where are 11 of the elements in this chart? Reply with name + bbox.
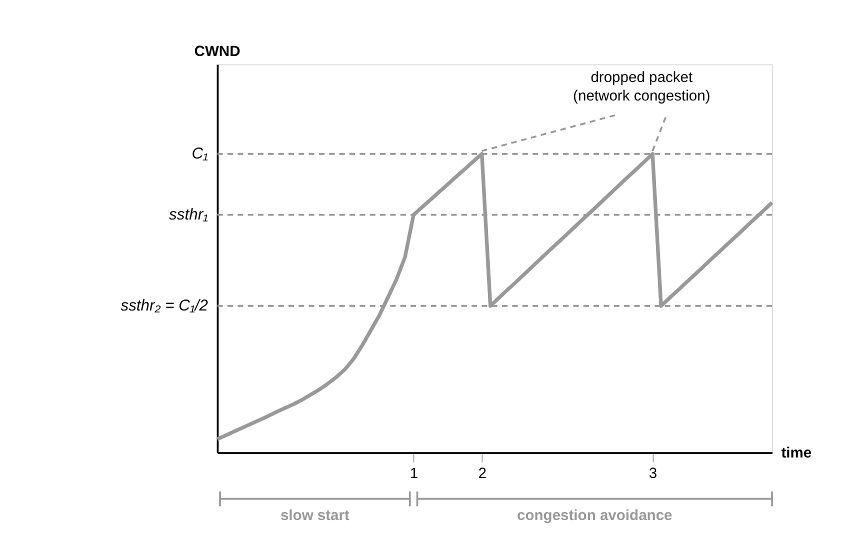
x-tick-label: 1 <box>410 466 418 482</box>
ref-line-label: ssthr₂ = C₁/2 <box>120 298 208 315</box>
ref-line-label: ssthr₁ <box>169 206 208 224</box>
x-tick-label: 2 <box>478 466 486 482</box>
ref-line-label: C₁ <box>192 146 208 163</box>
x-axis-title: time <box>781 445 812 462</box>
text: congestion avoidance <box>517 508 672 524</box>
x-tick-label: 3 <box>648 466 658 482</box>
text: CWND <box>194 44 241 60</box>
text: slow start <box>280 508 350 524</box>
text: dropped packet (network congestion) <box>573 70 710 105</box>
